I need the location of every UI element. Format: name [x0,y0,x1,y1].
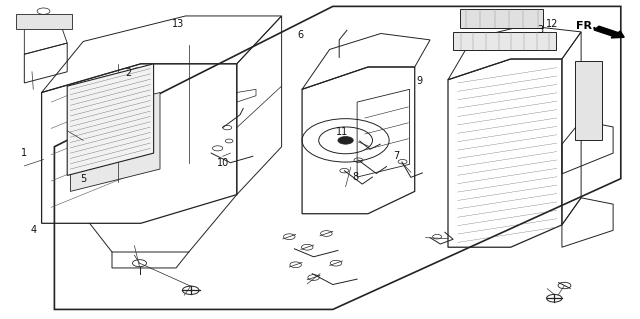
Polygon shape [67,64,154,175]
Text: 11: 11 [336,127,349,137]
Text: 4: 4 [30,225,36,235]
Polygon shape [460,9,543,28]
Text: 10: 10 [216,158,229,168]
Text: 1: 1 [21,148,28,158]
Text: 6: 6 [298,30,304,40]
Text: 12: 12 [545,19,558,29]
Text: 5: 5 [80,174,86,184]
FancyArrow shape [594,26,624,38]
Circle shape [338,137,353,144]
Polygon shape [453,32,556,50]
Polygon shape [70,93,160,191]
Text: 2: 2 [125,68,131,78]
Text: 8: 8 [352,172,358,182]
Text: 3: 3 [538,25,544,35]
Polygon shape [16,14,72,29]
Polygon shape [575,61,602,140]
Text: 13: 13 [172,19,184,29]
Text: 9: 9 [416,76,422,86]
Text: 7: 7 [394,151,400,161]
Text: FR.: FR. [576,20,596,31]
